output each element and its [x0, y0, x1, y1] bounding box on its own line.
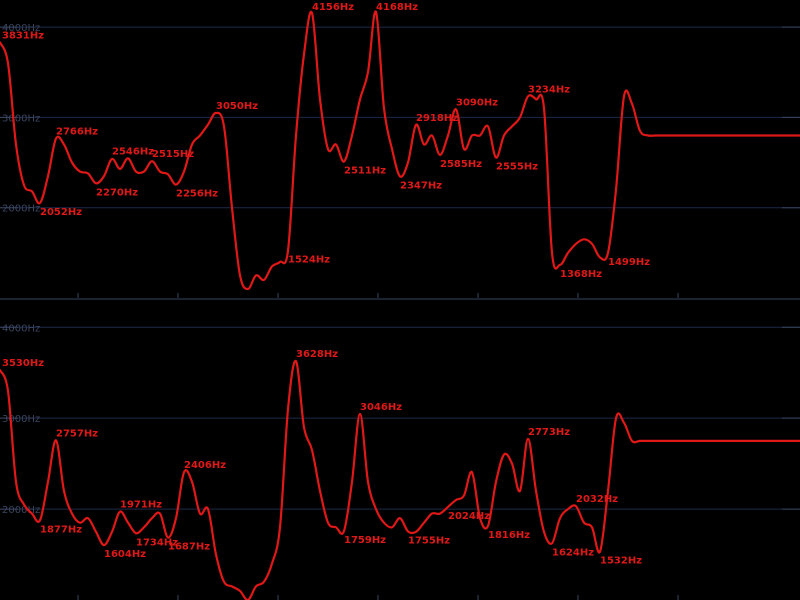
peak-label: 2347Hz [400, 180, 442, 191]
peak-label: 1687Hz [168, 542, 210, 553]
y-tick-label: 2000Hz [2, 505, 40, 516]
y-tick-label: 2000Hz [2, 204, 40, 215]
peak-label: 4156Hz [312, 2, 354, 13]
peak-label: 2511Hz [344, 166, 386, 177]
peak-label: 1816Hz [488, 530, 530, 541]
peak-label: 1368Hz [560, 269, 602, 280]
peak-label: 1755Hz [408, 535, 450, 546]
peak-label: 3831Hz [2, 30, 44, 41]
peak-label: 4168Hz [376, 2, 418, 13]
peak-label: 2256Hz [176, 189, 218, 200]
peak-label: 1624Hz [552, 547, 594, 558]
peak-label: 1532Hz [600, 556, 642, 567]
peak-label: 1499Hz [608, 257, 650, 268]
peak-label: 3530Hz [2, 358, 44, 369]
peak-label: 2032Hz [576, 494, 618, 505]
peak-label: 2515Hz [152, 149, 194, 160]
y-tick-label: 3000Hz [2, 113, 40, 124]
formant-series-line [0, 10, 800, 291]
peak-label: 2052Hz [40, 207, 82, 218]
peak-label: 2757Hz [56, 428, 98, 439]
y-tick-label: 4000Hz [2, 23, 40, 34]
peak-label: 2270Hz [96, 187, 138, 198]
peak-label: 3050Hz [216, 101, 258, 112]
peak-label: 2546Hz [112, 146, 154, 157]
peak-label: 1604Hz [104, 549, 146, 560]
peak-label: 3090Hz [456, 97, 498, 108]
peak-label: 1524Hz [288, 255, 330, 266]
peak-label: 1971Hz [120, 500, 162, 511]
peak-label: 2555Hz [496, 162, 538, 173]
peak-label: 3234Hz [528, 84, 570, 95]
peak-label: 2766Hz [56, 127, 98, 138]
peak-label: 1734Hz [136, 537, 178, 548]
peak-label: 1877Hz [40, 524, 82, 535]
peak-label: 2773Hz [528, 427, 570, 438]
formant-series-line [0, 359, 800, 600]
peak-label: 2585Hz [440, 159, 482, 170]
peak-label: 2024Hz [448, 511, 490, 522]
peak-label: 3046Hz [360, 402, 402, 413]
bottom-panel: 2000Hz 3000Hz 4000Hz 3530Hz 1877Hz 2757Hz 1604… [0, 323, 800, 600]
peak-label: 2406Hz [184, 460, 226, 471]
peak-label: 2918Hz [416, 113, 458, 124]
y-tick-label: 4000Hz [2, 323, 40, 334]
peak-label: 3628Hz [296, 349, 338, 360]
y-tick-label: 3000Hz [2, 414, 40, 425]
peak-label: 1759Hz [344, 535, 386, 546]
